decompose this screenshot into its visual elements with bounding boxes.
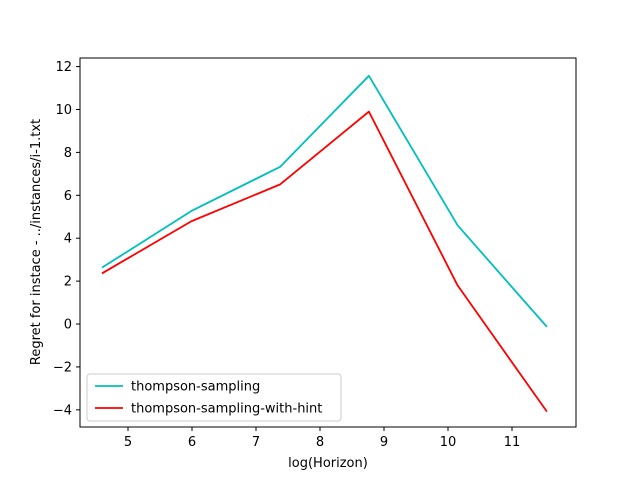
y-tick-label: −4 — [53, 403, 72, 418]
x-tick-label: 10 — [440, 435, 457, 450]
x-axis-label: log(Horizon) — [288, 456, 368, 471]
y-tick-label: 6 — [64, 189, 72, 204]
plot-area — [80, 58, 576, 427]
x-tick-label: 11 — [504, 435, 521, 450]
series-layer — [101, 74, 548, 413]
legend: thompson-sampling thompson-sampling-with-… — [86, 373, 342, 422]
y-tick-label: 8 — [64, 146, 72, 161]
y-axis-ticks: −4 −2 0 2 4 6 8 10 12 — [53, 60, 80, 418]
y-tick-label: 0 — [64, 318, 72, 333]
x-axis-ticks: 5 6 7 8 9 10 11 — [124, 427, 520, 450]
x-tick-label: 5 — [124, 435, 132, 450]
y-axis-label: Regret for instace - ../instances/i-1.tx… — [29, 119, 44, 365]
x-tick-label: 8 — [316, 435, 324, 450]
legend-label: thompson-sampling — [131, 380, 260, 395]
y-tick-label: 2 — [64, 275, 72, 290]
y-tick-label: 10 — [55, 103, 72, 118]
x-tick-label: 6 — [188, 435, 196, 450]
y-tick-label: 4 — [64, 232, 72, 247]
legend-label: thompson-sampling-with-hint — [131, 402, 322, 417]
y-tick-label: 12 — [55, 60, 72, 75]
x-tick-label: 7 — [252, 435, 260, 450]
y-tick-label: −2 — [53, 360, 72, 375]
series-line-thompson-sampling-with-hint — [101, 110, 548, 413]
series-line-thompson-sampling — [101, 74, 548, 328]
plot-frame — [79, 57, 577, 428]
legend-box — [86, 373, 342, 422]
x-tick-label: 9 — [380, 435, 388, 450]
